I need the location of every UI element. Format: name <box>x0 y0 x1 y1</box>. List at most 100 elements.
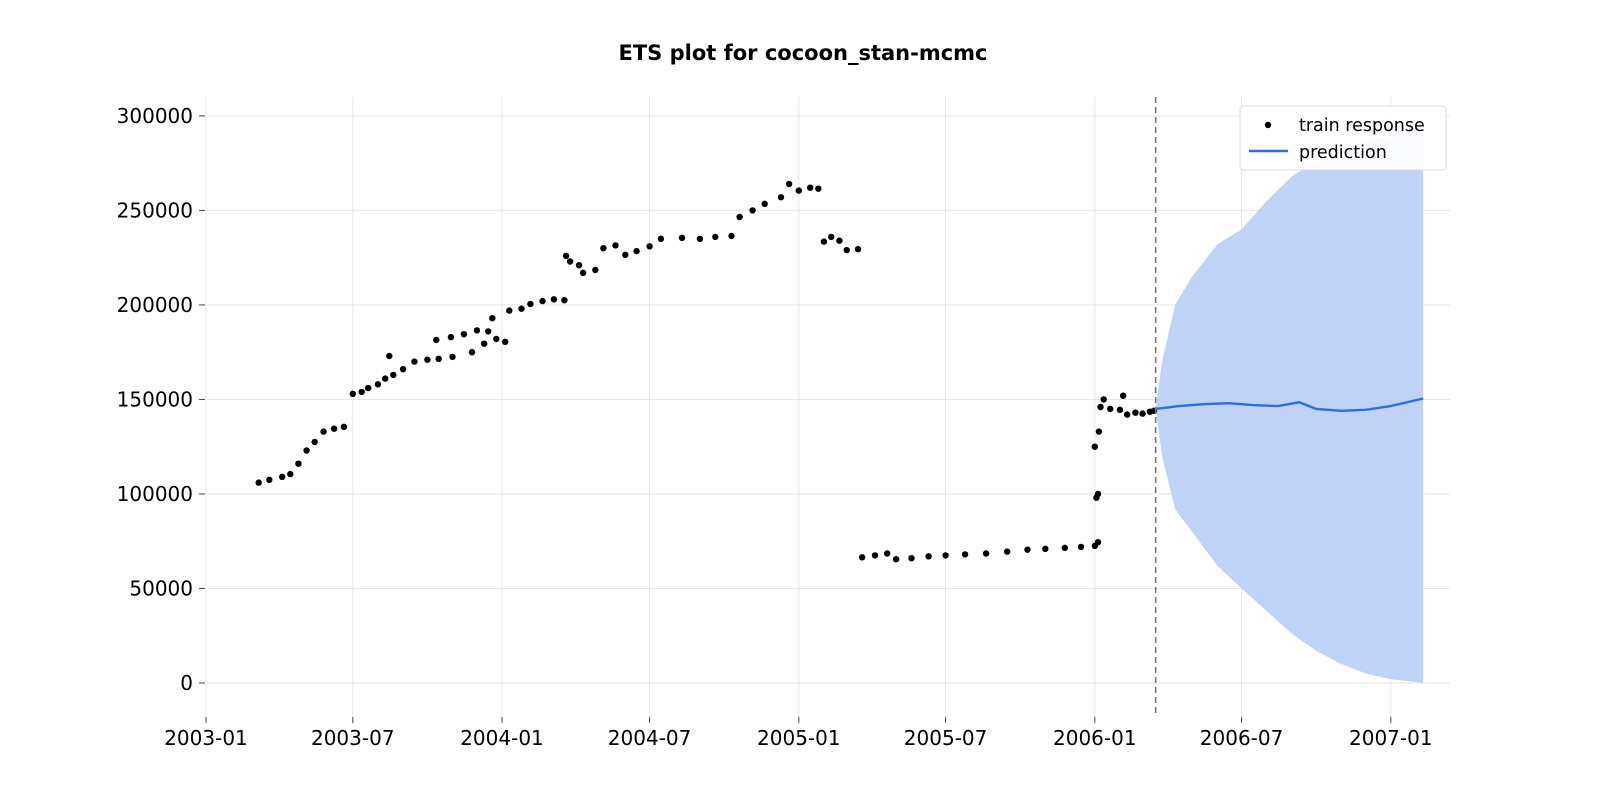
train-point <box>777 194 785 201</box>
x-tick-label: 2003-07 <box>311 726 395 750</box>
train-point <box>468 349 476 356</box>
train-point <box>854 246 862 253</box>
train-point <box>539 297 546 305</box>
train-point <box>1095 428 1103 435</box>
train-point <box>600 245 607 252</box>
y-tick-label: 250000 <box>117 198 193 222</box>
train-point <box>433 336 440 344</box>
train-point <box>678 234 686 241</box>
train-point <box>761 200 768 207</box>
train-point <box>892 556 900 563</box>
train-point <box>1077 543 1085 551</box>
train-point <box>311 438 318 446</box>
train-point <box>728 232 735 240</box>
train-point <box>1120 392 1127 399</box>
train-point <box>562 252 570 259</box>
train-point <box>579 269 587 276</box>
train-point <box>485 328 492 335</box>
y-tick-label: 100000 <box>117 482 193 506</box>
train-point <box>1097 403 1104 411</box>
prediction-line-layer <box>1155 397 1424 413</box>
train-point <box>1139 410 1146 417</box>
train-point <box>1094 490 1102 498</box>
train-point <box>982 550 990 557</box>
train-point <box>435 355 442 362</box>
train-point <box>518 305 525 312</box>
train-point <box>843 246 850 254</box>
train-point <box>807 184 814 191</box>
legend-label-prediction: prediction <box>1299 143 1387 163</box>
train-point <box>303 447 310 454</box>
train-point <box>489 315 496 322</box>
train-point <box>493 335 500 343</box>
train-point <box>390 371 397 379</box>
train-point <box>527 300 534 308</box>
train-point <box>449 353 456 361</box>
train-point <box>506 307 513 314</box>
x-tick-label: 2006-01 <box>1053 726 1137 750</box>
train-point <box>386 352 393 360</box>
train-point <box>925 553 932 560</box>
train-point <box>1107 405 1114 413</box>
y-tick-label: 50000 <box>129 576 193 600</box>
train-point <box>561 297 568 304</box>
legend-label-train: train response <box>1299 116 1425 136</box>
train-point <box>749 207 756 214</box>
train-point <box>460 331 468 338</box>
train-point <box>1024 546 1031 553</box>
train-point <box>502 338 509 345</box>
x-tick-label: 2005-01 <box>757 726 841 750</box>
train-point <box>1061 544 1069 551</box>
train-point <box>815 185 822 192</box>
legend-box <box>1239 105 1447 171</box>
train-point <box>696 235 704 242</box>
train-point <box>712 233 719 241</box>
train-point <box>836 237 843 244</box>
axis-ticks-layer: 2003-01 2003-07 2004-01 2004-07 2005-01 2005-… <box>117 104 1433 750</box>
legend-marker-train <box>1264 121 1272 129</box>
train-point <box>1116 406 1124 413</box>
prediction-interval-band <box>1155 132 1424 683</box>
y-tick-label: 150000 <box>117 387 193 411</box>
x-tick-label: 2007-01 <box>1349 726 1433 750</box>
train-point <box>1124 411 1131 418</box>
train-point <box>382 375 389 382</box>
train-point <box>961 551 969 558</box>
train-point <box>266 476 273 483</box>
train-point <box>1042 545 1049 552</box>
x-tick-label: 2005-07 <box>904 726 988 750</box>
train-point <box>566 258 574 265</box>
train-point <box>340 423 348 430</box>
train-point <box>1100 396 1107 403</box>
train-point <box>295 460 302 467</box>
train-point <box>279 473 286 481</box>
train-point <box>828 233 835 241</box>
train-point <box>612 242 619 249</box>
train-points-layer <box>255 180 1158 563</box>
prediction-line <box>1155 397 1424 413</box>
train-point <box>358 388 365 396</box>
train-point <box>908 555 915 562</box>
train-point <box>942 552 949 559</box>
train-point <box>884 550 891 557</box>
train-point <box>633 247 640 255</box>
train-point <box>374 381 382 388</box>
train-point <box>287 470 294 478</box>
train-point <box>646 243 653 250</box>
train-point <box>858 554 866 561</box>
train-point <box>1004 548 1011 555</box>
chart-title: ETS plot for cocoon_stan-mcmc <box>618 41 987 65</box>
x-tick-label: 2006-07 <box>1200 726 1284 750</box>
y-tick-label: 0 <box>180 671 193 695</box>
interval-band-layer <box>1155 132 1424 683</box>
train-point <box>795 187 802 194</box>
train-point <box>424 356 431 363</box>
train-point <box>592 266 599 274</box>
train-point <box>365 384 372 392</box>
train-point <box>1094 539 1102 546</box>
train-point <box>575 262 583 269</box>
train-point <box>550 296 558 303</box>
train-point <box>1132 409 1139 416</box>
train-point <box>785 180 793 188</box>
